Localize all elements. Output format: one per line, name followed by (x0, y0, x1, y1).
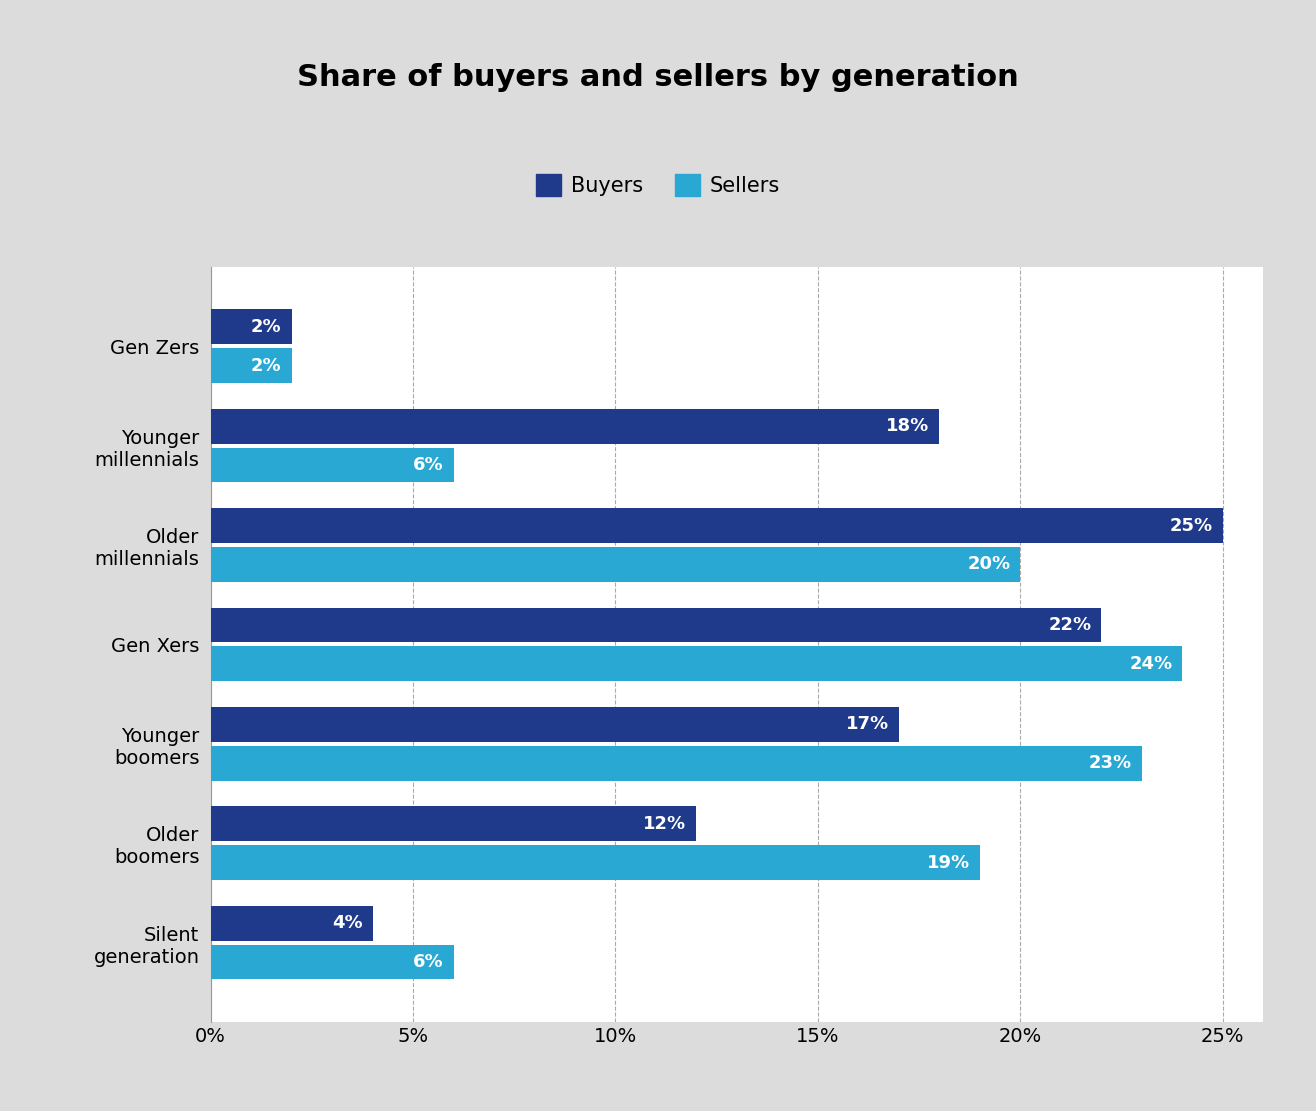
Bar (211, 608, 1101, 642)
Bar (211, 944, 454, 980)
Bar (211, 309, 292, 344)
Bar (211, 448, 454, 482)
Text: 4%: 4% (332, 914, 362, 932)
Text: 6%: 6% (413, 456, 443, 474)
Text: 12%: 12% (644, 814, 687, 833)
Bar (211, 547, 1020, 582)
Text: 23%: 23% (1088, 754, 1132, 772)
Text: Share of buyers and sellers by generation: Share of buyers and sellers by generatio… (297, 63, 1019, 92)
Text: 25%: 25% (1170, 517, 1213, 534)
Bar (211, 905, 372, 941)
Text: 22%: 22% (1048, 615, 1091, 634)
Bar (211, 807, 696, 841)
Legend: Buyers, Sellers: Buyers, Sellers (528, 166, 788, 204)
Bar (211, 508, 1223, 543)
Bar (211, 348, 292, 383)
Text: 20%: 20% (967, 556, 1011, 573)
Text: 2%: 2% (251, 318, 282, 336)
Bar (211, 745, 1142, 781)
Text: 24%: 24% (1129, 654, 1173, 673)
Text: 18%: 18% (886, 418, 929, 436)
Text: 19%: 19% (926, 853, 970, 871)
Text: 17%: 17% (846, 715, 888, 733)
Bar (211, 707, 899, 742)
Text: 6%: 6% (413, 953, 443, 971)
Bar (211, 409, 940, 443)
Bar (211, 845, 980, 880)
Bar (211, 647, 1182, 681)
Text: 2%: 2% (251, 357, 282, 374)
